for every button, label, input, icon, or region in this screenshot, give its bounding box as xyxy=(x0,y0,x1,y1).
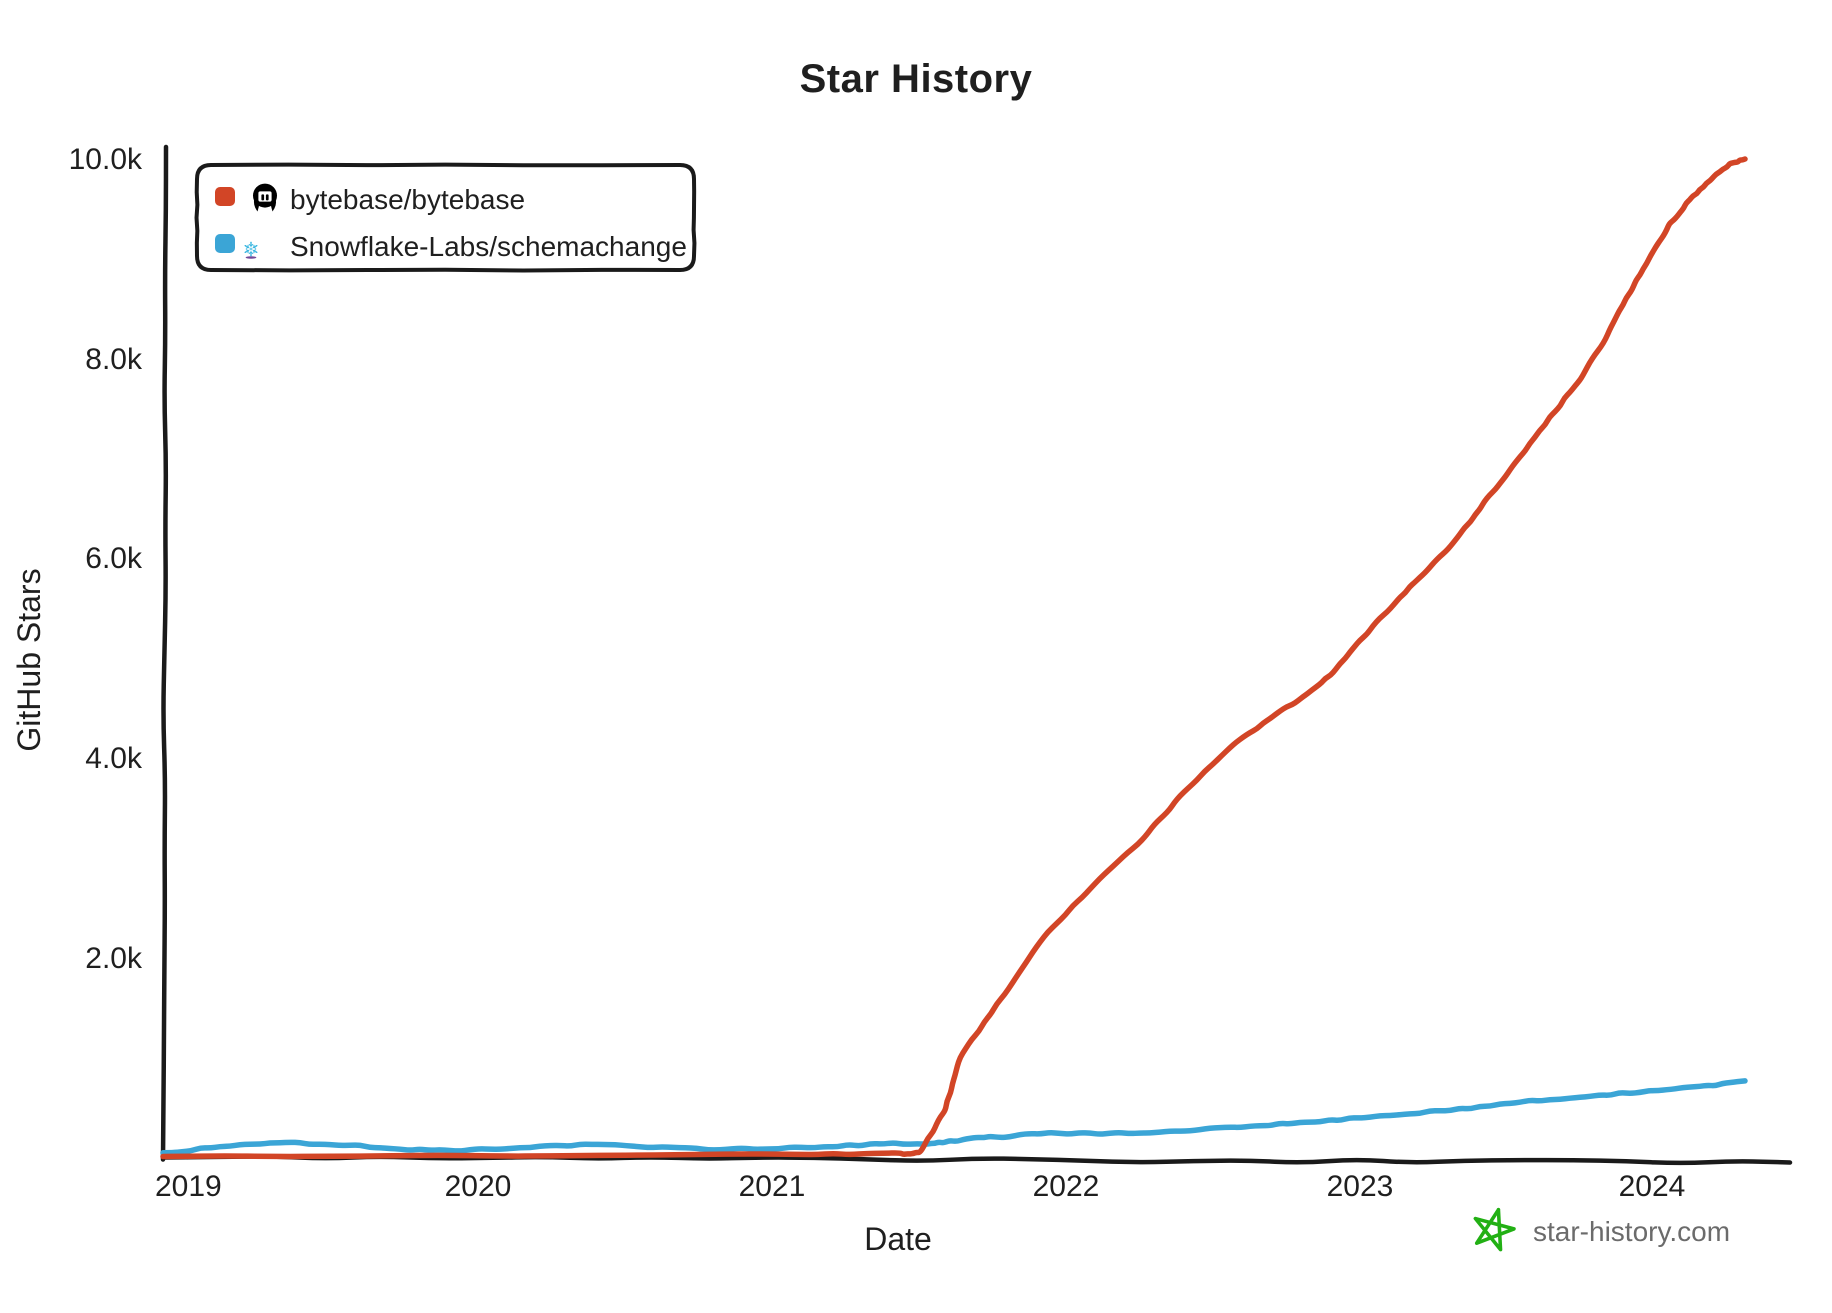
svg-text:star-history.com: star-history.com xyxy=(1533,1216,1730,1247)
svg-text:4.0k: 4.0k xyxy=(85,742,143,775)
svg-text:bytebase/bytebase: bytebase/bytebase xyxy=(290,184,525,215)
svg-text:2022: 2022 xyxy=(1033,1170,1100,1203)
svg-text:2.0k: 2.0k xyxy=(85,942,143,975)
svg-text:2019: 2019 xyxy=(155,1170,222,1203)
svg-text:Date: Date xyxy=(864,1221,932,1257)
svg-text:8.0k: 8.0k xyxy=(85,343,143,376)
svg-text:2023: 2023 xyxy=(1327,1170,1394,1203)
svg-text:2021: 2021 xyxy=(739,1170,806,1203)
svg-text:10.0k: 10.0k xyxy=(69,143,143,176)
svg-text:Snowflake-Labs/schemachange: Snowflake-Labs/schemachange xyxy=(290,231,687,262)
svg-text:2020: 2020 xyxy=(445,1170,512,1203)
svg-text:Star History: Star History xyxy=(800,57,1033,101)
svg-text:6.0k: 6.0k xyxy=(85,542,143,575)
svg-text:GitHub Stars: GitHub Stars xyxy=(11,568,47,751)
svg-text:2024: 2024 xyxy=(1619,1170,1686,1203)
